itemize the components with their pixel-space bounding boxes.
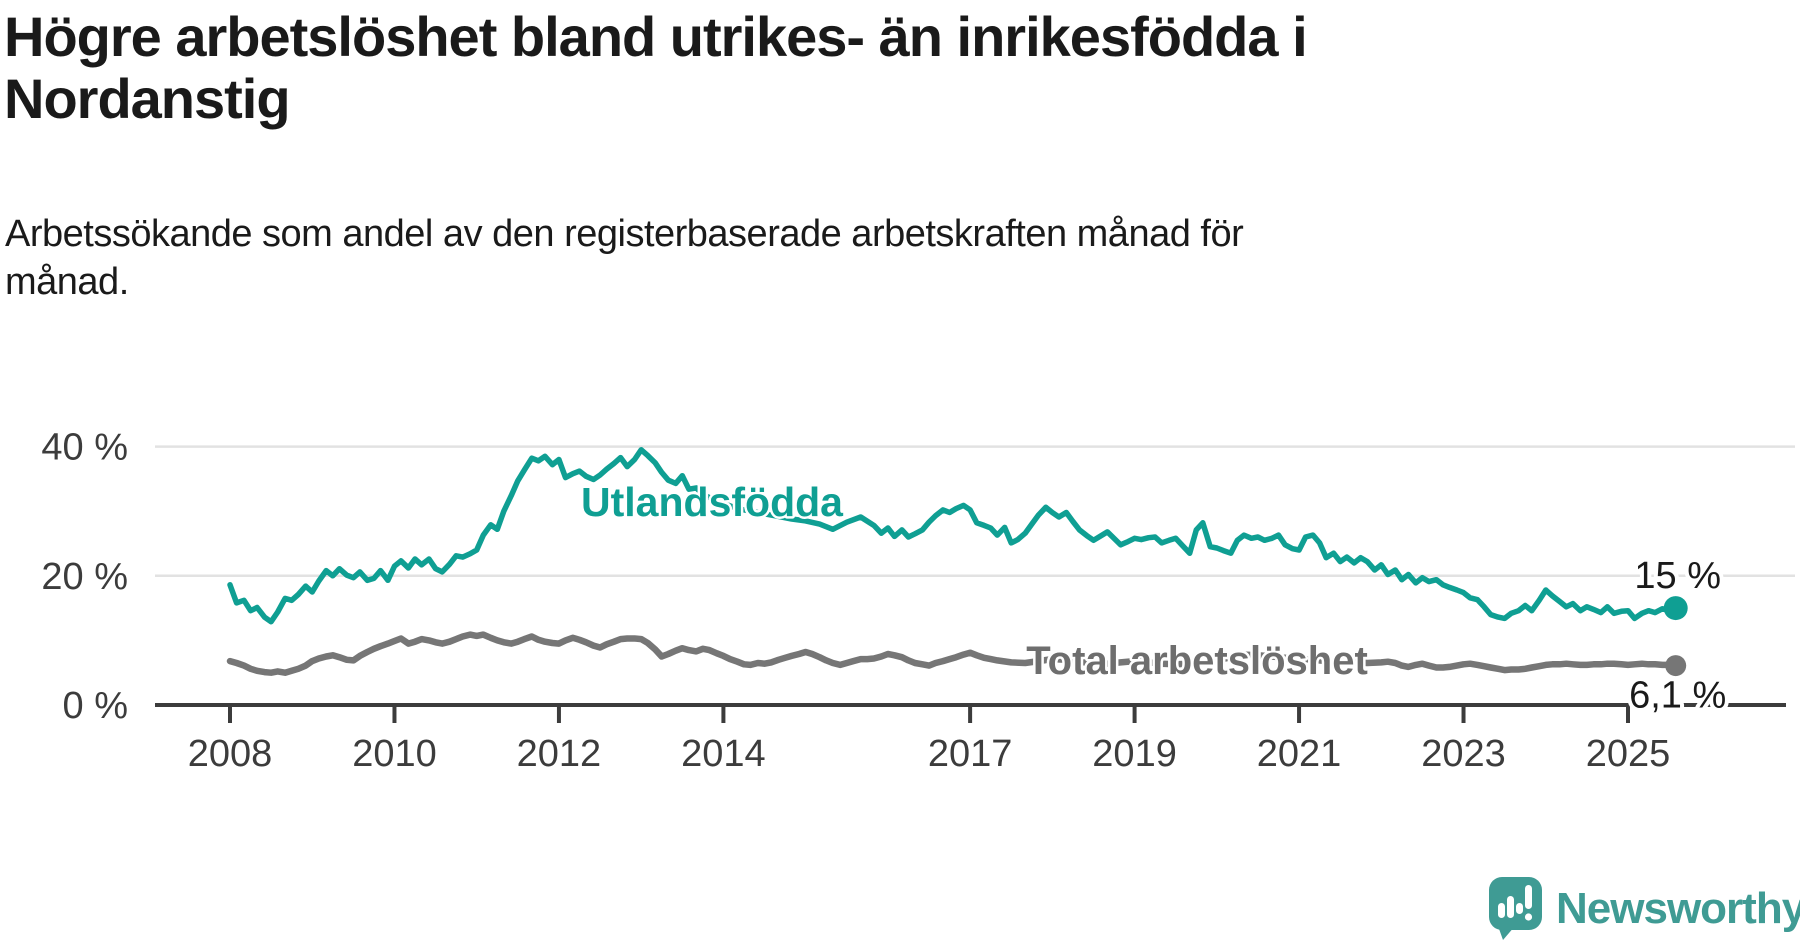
utlandsfodda-end-dot [1663, 596, 1688, 621]
x-tick-label: 2010 [352, 733, 437, 775]
total-line [226, 631, 1679, 676]
x-tick-label: 2023 [1421, 733, 1506, 775]
total-end-dot [1665, 655, 1687, 677]
utlandsfodda-line [227, 447, 1679, 625]
page-subtitle-line-2: månad. [5, 261, 129, 303]
y-tick-label: 20 % [41, 556, 128, 598]
page-title: Högre arbetslöshet bland utrikes- än inr… [4, 5, 1308, 130]
utlandsfodda-end-value: 15 % [1634, 555, 1721, 597]
x-tick-label: 2025 [1586, 733, 1671, 775]
x-tick-label: 2014 [681, 733, 766, 775]
x-tick-label: 2019 [1092, 733, 1177, 775]
total-label: Total arbetslöshet [1026, 639, 1368, 683]
x-tick-label: 2012 [517, 733, 602, 775]
total-end-value: 6,1 % [1629, 675, 1726, 717]
newsworthy-bubble-icon [1489, 877, 1542, 940]
y-tick-label: 0 % [63, 685, 128, 727]
x-tick-label: 2021 [1257, 733, 1342, 775]
utlandsfodda-label: Utlandsfödda [581, 479, 844, 525]
y-tick-label: 40 % [41, 427, 128, 469]
x-tick-label: 2008 [188, 733, 273, 775]
page-title-line-2: Nordanstig [4, 67, 291, 130]
page-title-line-1: Högre arbetslöshet bland utrikes- än inr… [4, 5, 1308, 68]
x-tick-label: 2017 [928, 733, 1013, 775]
page-subtitle-line-1: Arbetssökande som andel av den registerb… [5, 213, 1244, 255]
newsworthy-logo: Newsworthy [1488, 876, 1800, 942]
page-subtitle: Arbetssökande som andel av den registerb… [5, 210, 1244, 306]
newsworthy-wordmark: Newsworthy [1556, 884, 1800, 933]
